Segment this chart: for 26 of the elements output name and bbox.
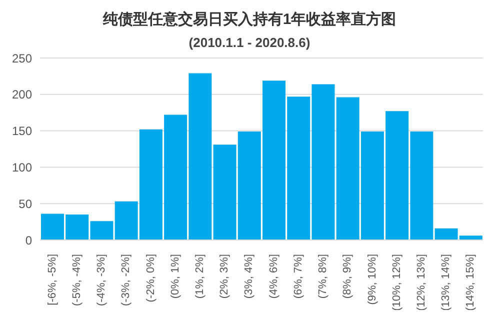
x-tick-label: (-2%, 0%] <box>144 254 157 302</box>
x-tick-label: (14%, 15%] <box>464 254 477 311</box>
y-tick-label: 200 <box>12 88 32 102</box>
x-tick-label: (3%, 4%] <box>243 254 256 299</box>
x-tick-label: (13%, 14%] <box>440 254 452 311</box>
y-tick-label: 250 <box>12 51 32 66</box>
x-tick-label: (10%, 12%] <box>390 254 403 311</box>
y-tick-label: 50 <box>18 196 32 211</box>
chart-subtitle: (2010.1.1 - 2020.8.6) <box>188 35 312 50</box>
x-tick-label: (1%, 2%] <box>194 254 206 299</box>
x-tick-label: (7%, 8%] <box>317 254 330 299</box>
x-tick-label: (12%, 13%] <box>415 254 428 311</box>
y-tick-label: 100 <box>12 160 32 174</box>
x-tick-label: (6%, 7%] <box>292 254 304 299</box>
x-tick-label: [-6%, -5%] <box>46 254 58 306</box>
y-tick-label: 150 <box>12 124 32 138</box>
x-tick-label: (4%, 6%] <box>268 254 280 299</box>
x-tick-label: (-4%, -3%] <box>96 254 108 306</box>
x-tick-label: (-5%, -4%] <box>70 254 83 306</box>
chart-title: 纯债型任意交易日买入持有1年收益率直方图 <box>102 10 398 29</box>
x-tick-label: (0%, 1%] <box>169 254 182 299</box>
y-tick-label: 0 <box>25 233 32 248</box>
x-tick-label: (9%, 10%] <box>366 254 378 305</box>
x-tick-label: (2%, 3%] <box>218 254 231 299</box>
x-tick-label: (-3%, -2%] <box>120 254 132 306</box>
x-tick-label: (8%, 9%] <box>342 254 354 299</box>
